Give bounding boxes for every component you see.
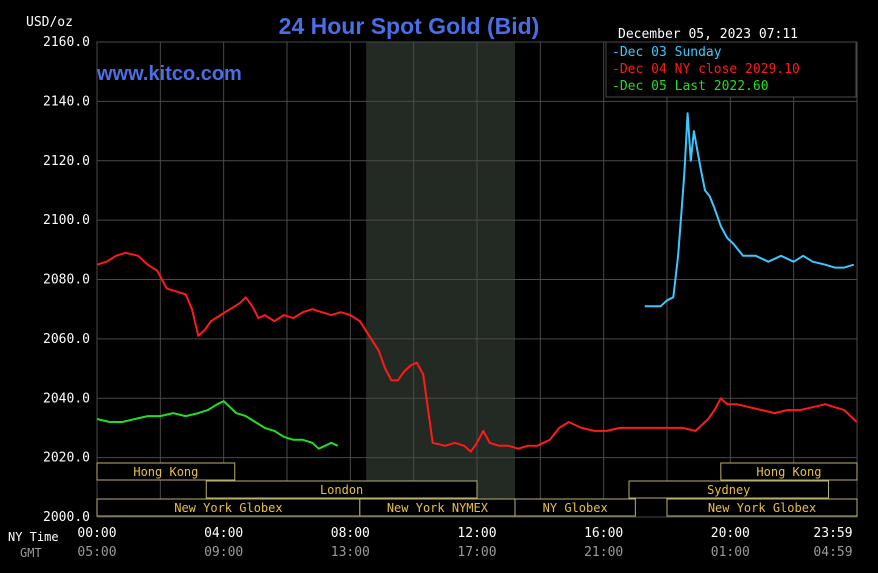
y-tick-label: 2140.0	[43, 94, 90, 109]
x-tick-label-ny: 12:00	[457, 526, 496, 541]
x-tick-label-ny: 08:00	[331, 526, 370, 541]
legend-entry: -Dec 04 NY close 2029.10	[612, 62, 800, 77]
session-box	[205, 480, 478, 499]
session-box	[666, 498, 858, 517]
y-tick-label: 2020.0	[43, 451, 90, 466]
x-tick-label-ny: 20:00	[711, 526, 750, 541]
x-tick-label-gmt: 17:00	[457, 545, 496, 560]
x-tick-label-ny: 00:00	[77, 526, 116, 541]
session-box	[96, 462, 236, 481]
x-tick-label-ny: 23:59	[813, 526, 852, 541]
y-tick-label: 2160.0	[43, 35, 90, 50]
session-label: New York Globex	[708, 501, 816, 515]
legend-entry: -Dec 05 Last 2022.60	[612, 79, 769, 94]
y-tick-label: 2060.0	[43, 332, 90, 347]
session-label: Hong Kong	[133, 465, 198, 479]
timestamp: December 05, 2023 07:11	[618, 27, 798, 42]
x-tick-label-gmt: 21:00	[584, 545, 623, 560]
y-tick-label: 2100.0	[43, 213, 90, 228]
y-tick-label: 2040.0	[43, 391, 90, 406]
series-line-1	[644, 112, 855, 308]
y-tick-label: 2000.0	[43, 510, 90, 525]
y-tick-label: 2080.0	[43, 273, 90, 288]
session-label: Sydney	[707, 483, 750, 497]
legend-entry: -Dec 03 Sunday	[612, 45, 722, 60]
x-tick-label-ny: 16:00	[584, 526, 623, 541]
chart-title: 24 Hour Spot Gold (Bid)	[279, 13, 540, 39]
session-label: Hong Kong	[756, 465, 821, 479]
session-box	[628, 480, 829, 499]
session-label: London	[320, 483, 363, 497]
series-line-3	[96, 400, 339, 450]
x-tick-label-gmt: 05:00	[77, 545, 116, 560]
session-label: New York NYMEX	[387, 501, 489, 515]
ny-time-row-label: NY Time	[8, 530, 59, 544]
x-tick-label-gmt: 04:59	[813, 545, 852, 560]
plot-frame	[96, 41, 858, 518]
x-tick-label-gmt: 01:00	[711, 545, 750, 560]
session-label: New York Globex	[174, 501, 282, 515]
session-box	[514, 498, 636, 517]
website-label[interactable]: www.kitco.com	[96, 63, 242, 85]
x-tick-label-gmt: 09:00	[204, 545, 243, 560]
session-label: NY Globex	[543, 501, 608, 515]
session-box	[720, 462, 858, 481]
legend: -Dec 03 Sunday -Dec 04 NY close 2029.10 -D…	[605, 41, 857, 98]
x-tick-label-ny: 04:00	[204, 526, 243, 541]
gmt-row-label: GMT	[20, 546, 42, 560]
x-tick-label-gmt: 13:00	[331, 545, 370, 560]
y-tick-label: 2120.0	[43, 154, 90, 169]
legend-box	[605, 41, 857, 98]
unit-label: USD/oz	[26, 15, 73, 30]
series-line-2	[96, 251, 858, 453]
